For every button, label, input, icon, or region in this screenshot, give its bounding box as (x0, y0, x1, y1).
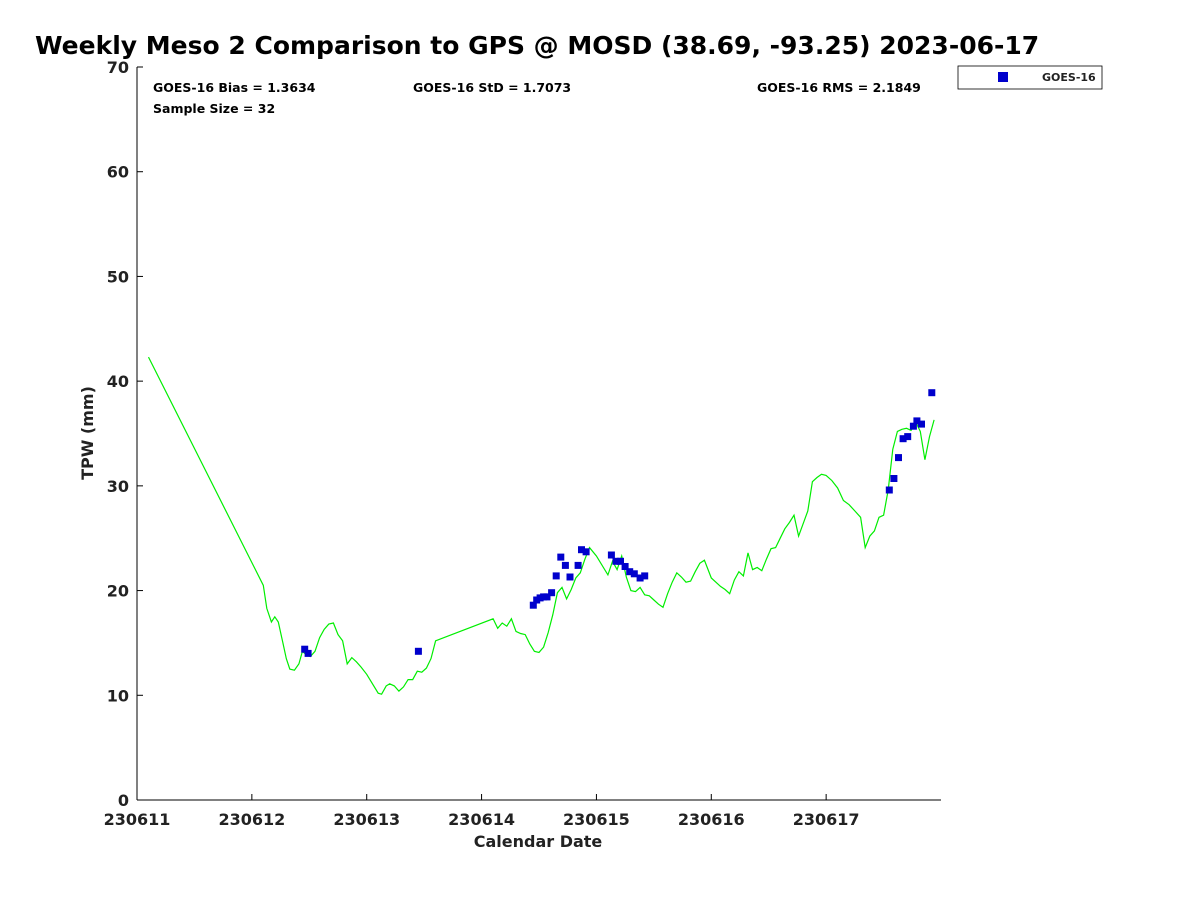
goes-16-point (543, 593, 551, 601)
goes-16-point (895, 454, 902, 462)
legend-marker-goes-16 (998, 72, 1008, 82)
y-ticks: 0 10 20 30 40 50 60 70 (107, 58, 143, 810)
y-tick-label: 70 (107, 58, 129, 77)
y-tick-label: 0 (118, 791, 129, 810)
x-tick-label: 230613 (333, 810, 400, 829)
x-axis-label: Calendar Date (474, 832, 603, 851)
goes-16-point (304, 649, 312, 657)
goes-16-point (529, 601, 537, 609)
x-ticks: 230611 230612 230613 230614 230615 230616 2306… (104, 794, 860, 829)
y-axis-label: TPW (mm) (78, 386, 97, 480)
y-tick-label: 50 (107, 267, 129, 286)
goes-16-point (548, 589, 556, 597)
goes-16-point (928, 389, 936, 397)
goes-16-point (582, 548, 590, 556)
goes-16-point (301, 645, 309, 653)
gps-line (147, 356, 935, 695)
goes-16-point (636, 574, 644, 582)
x-tick-label: 230615 (563, 810, 630, 829)
plot-area: 0 10 20 30 40 50 60 70 230611 230612 230613 230614… (104, 58, 941, 829)
goes-16-point (918, 420, 925, 428)
rms-stat: GOES-16 RMS = 2.1849 (757, 80, 921, 95)
gps-series (147, 356, 935, 695)
goes-16-point (414, 647, 422, 655)
legend-box (957, 65, 1103, 90)
goes-16-point (890, 475, 898, 482)
goes-16-point (909, 422, 917, 430)
goes-16-point (557, 553, 565, 561)
goes-16-point (552, 572, 560, 580)
goes-16-point (607, 551, 615, 559)
goes-16-point (621, 563, 629, 570)
y-tick-label: 10 (107, 686, 129, 705)
bias-stat: GOES-16 Bias = 1.3634 (153, 80, 316, 95)
x-tick-label: 230617 (793, 810, 860, 829)
goes-16-series (301, 389, 936, 657)
x-tick-label: 230614 (448, 810, 515, 829)
chart-title: Weekly Meso 2 Comparison to GPS @ MOSD (… (35, 31, 1039, 60)
std-stat: GOES-16 StD = 1.7073 (413, 80, 571, 95)
x-tick-label: 230611 (104, 810, 171, 829)
y-tick-label: 20 (107, 582, 129, 601)
y-tick-label: 40 (107, 372, 129, 391)
goes-16-point (913, 417, 921, 425)
goes-16-point (578, 546, 585, 554)
legend-label-goes-16: GOES-16 (1042, 71, 1096, 84)
goes-16-point (612, 557, 620, 565)
goes-16-point (641, 572, 649, 580)
goes-16-point (885, 486, 893, 494)
x-tick-label: 230616 (678, 810, 745, 829)
sample-size-stat: Sample Size = 32 (153, 101, 275, 116)
x-tick-label: 230612 (218, 810, 285, 829)
y-tick-label: 60 (107, 163, 129, 182)
goes-16-point (904, 433, 912, 441)
y-tick-label: 30 (107, 477, 129, 496)
plot-frame (137, 67, 941, 800)
goes-16-point (626, 568, 634, 576)
goes-16-point (566, 573, 574, 581)
goes-16-point (574, 561, 582, 569)
legend: GOES-16 (957, 65, 1103, 90)
goes-16-point (899, 435, 907, 443)
goes-16-point (617, 557, 624, 565)
goes-16-point (630, 570, 638, 578)
goes-16-point (561, 561, 569, 569)
